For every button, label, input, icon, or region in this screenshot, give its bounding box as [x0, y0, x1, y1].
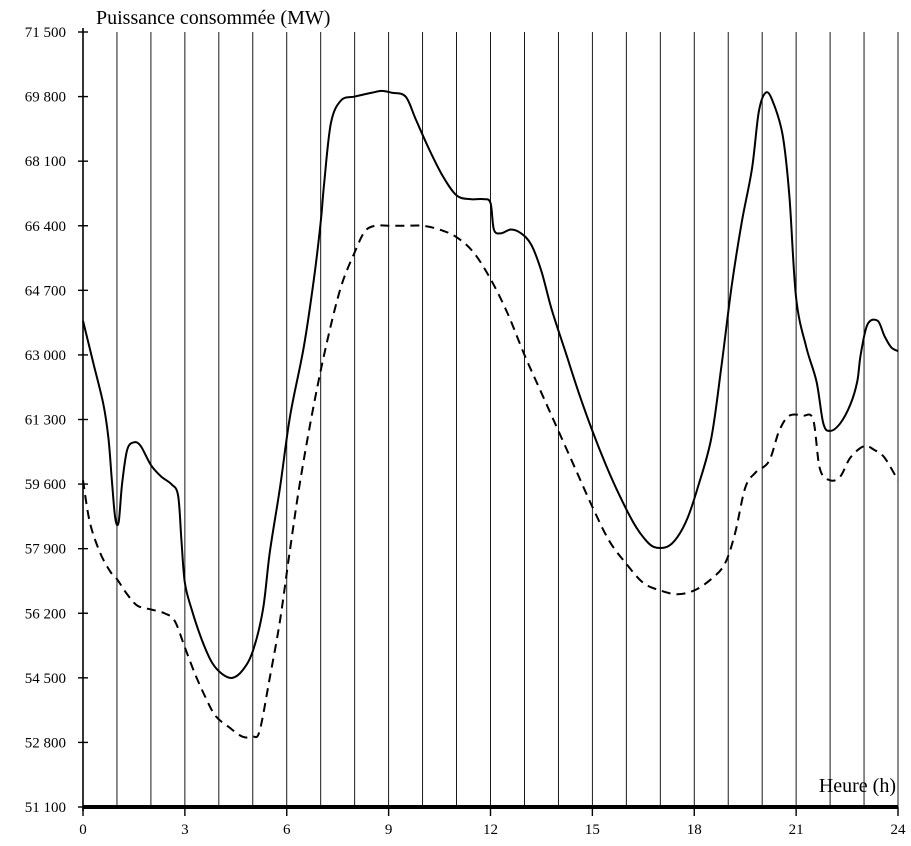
y-tick-label: 52 800 — [25, 735, 66, 751]
y-tick-label: 64 700 — [25, 283, 66, 299]
x-tick-label: 6 — [283, 822, 291, 838]
y-tick-label: 59 600 — [25, 477, 66, 493]
x-tick-label: 18 — [687, 822, 702, 838]
x-axis-title: Heure (h) — [819, 775, 896, 797]
y-tick-label: 61 300 — [25, 413, 66, 429]
y-axis-title: Puissance consommée (MW) — [96, 7, 330, 29]
x-tick-label: 9 — [385, 822, 393, 838]
chart-axes — [78, 28, 898, 816]
y-tick-label: 69 800 — [25, 90, 66, 106]
y-tick-label: 54 500 — [25, 671, 66, 687]
y-tick-label: 51 100 — [25, 800, 66, 816]
chart-grid — [117, 32, 898, 807]
y-tick-label: 71 500 — [25, 25, 66, 41]
y-tick-label: 66 400 — [25, 219, 66, 235]
chart-tick-labels: 51 100 52 800 54 500 56 200 57 900 59 600 61 3… — [25, 25, 906, 838]
x-tick-label: 24 — [891, 822, 907, 838]
x-tick-label: 21 — [789, 822, 804, 838]
x-tick-label: 15 — [585, 822, 600, 838]
y-tick-label: 63 000 — [25, 348, 66, 364]
y-tick-label: 56 200 — [25, 606, 66, 622]
x-tick-label: 0 — [79, 822, 87, 838]
y-tick-label: 68 100 — [25, 154, 66, 170]
y-tick-label: 57 900 — [25, 542, 66, 558]
x-tick-label: 12 — [483, 822, 498, 838]
x-tick-label: 3 — [181, 822, 189, 838]
